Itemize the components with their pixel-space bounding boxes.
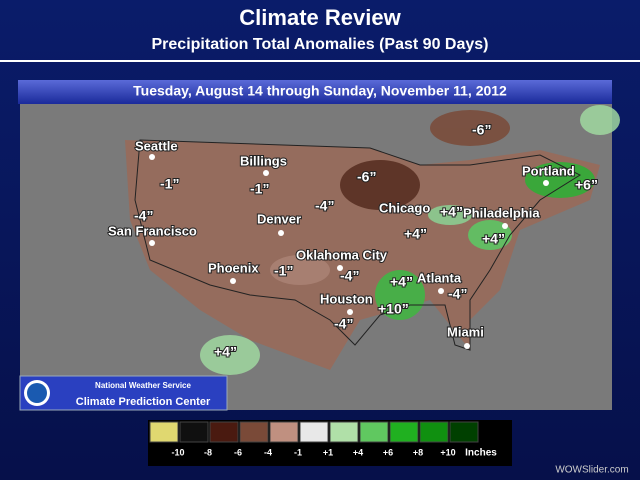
legend-swatch	[179, 421, 209, 443]
legend-swatch	[449, 421, 479, 443]
legend-swatch	[359, 421, 389, 443]
anomaly-label: -6”	[357, 169, 376, 185]
legend-label: +4	[353, 447, 363, 457]
city-label: San Francisco	[108, 223, 197, 238]
anomaly-label: +4”	[440, 204, 463, 220]
anomalies: -6” -1” -1” -6” -4” -4” +4” +4” +4” +6” -1” -4” +4” -…	[133, 121, 599, 361]
legend-label: -6	[234, 447, 242, 457]
anomaly-label: -1”	[160, 176, 179, 192]
city-label: Denver	[257, 211, 301, 226]
city-dot	[278, 230, 284, 236]
legend-label: +1	[323, 447, 333, 457]
anomaly-label: -6”	[472, 122, 491, 138]
legend-label: +8	[413, 447, 423, 457]
city-label: Seattle	[135, 138, 178, 153]
logo-center: Climate Prediction Center	[76, 396, 211, 408]
city-dot	[149, 154, 155, 160]
anomaly-label: +4”	[404, 226, 427, 242]
anomaly-label: +4”	[482, 231, 505, 247]
city-dot	[230, 278, 236, 284]
anomaly-label: -4”	[315, 198, 334, 214]
anomaly-label: +4”	[390, 274, 413, 290]
city-dot	[337, 265, 343, 271]
city-label: Atlanta	[417, 270, 462, 285]
city-label: Chicago	[379, 200, 430, 215]
city-dot	[149, 240, 155, 246]
subtitle: Precipitation Total Anomalies (Past 90 D…	[152, 36, 489, 53]
legend-label: -1	[294, 447, 302, 457]
anomaly-label: -4”	[134, 208, 153, 224]
us-outline	[134, 139, 582, 351]
legend-swatch	[299, 421, 329, 443]
city-dot	[502, 223, 508, 229]
anomaly-label: -4”	[340, 268, 359, 284]
anomaly-label: -1”	[250, 181, 269, 197]
legend-items: -10 -8 -6 -4 -1 +1 +4 +6 +8 +10	[149, 421, 479, 457]
city-dot	[438, 288, 444, 294]
city-label: Miami	[447, 324, 484, 339]
legend-swatch	[419, 421, 449, 443]
legend-unit: Inches	[465, 448, 497, 459]
legend-label: -8	[204, 447, 212, 457]
city-dot	[347, 309, 353, 315]
city-label: Phoenix	[208, 260, 259, 275]
legend-swatch	[269, 421, 299, 443]
city-label: Houston	[320, 291, 373, 306]
map	[20, 104, 620, 410]
city-dot	[543, 180, 549, 186]
legend-swatch	[209, 421, 239, 443]
logo-emblem-inner	[27, 383, 47, 403]
map-shading	[125, 105, 620, 375]
legend-swatch	[149, 421, 179, 443]
city-dot	[411, 206, 417, 212]
anomaly-label: +4”	[214, 344, 237, 360]
city-dot	[263, 170, 269, 176]
watermark: WOWSlider.com	[555, 465, 628, 476]
anomaly-label: -4”	[448, 286, 467, 302]
legend-label: -10	[171, 447, 184, 457]
legend-label: -4	[264, 447, 272, 457]
anomaly-label: +6”	[575, 177, 598, 193]
legend-swatch	[329, 421, 359, 443]
legend-label: +10	[440, 447, 455, 457]
city-dot	[464, 343, 470, 349]
city-label: Portland	[522, 163, 575, 178]
logo-box	[19, 375, 228, 411]
city-label: Oklahoma City	[296, 247, 388, 262]
anomaly-label: -1”	[274, 263, 293, 279]
anomaly-label: +10”	[378, 301, 409, 317]
logo-org: National Weather Service	[95, 381, 191, 390]
city-label: Billings	[240, 153, 287, 168]
city-label: Philadelphia	[463, 205, 540, 220]
period-banner	[18, 80, 612, 104]
legend-swatch	[239, 421, 269, 443]
title: Climate Review	[239, 5, 401, 30]
legend-swatch	[389, 421, 419, 443]
legend-label: +6	[383, 447, 393, 457]
period: Tuesday, August 14 through Sunday, Novem…	[133, 83, 507, 99]
cities: Seattle Billings Denver San Francisco Phoeni…	[107, 137, 576, 349]
anomaly-label: -4”	[334, 316, 353, 332]
